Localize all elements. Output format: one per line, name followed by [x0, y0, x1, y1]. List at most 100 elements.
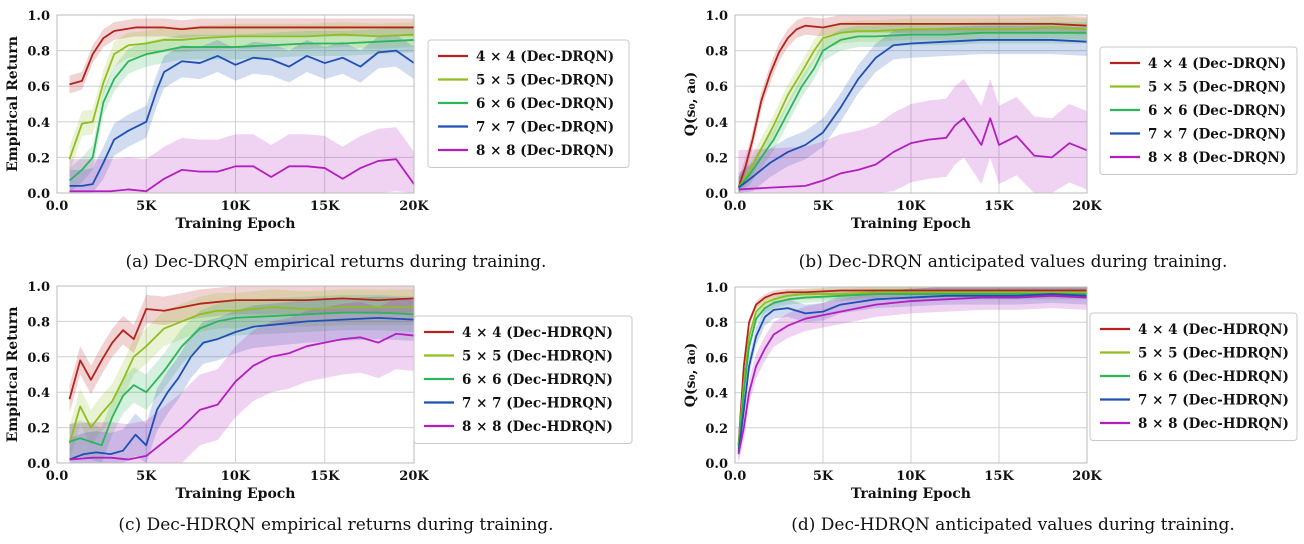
series-line: [68, 306, 414, 444]
chart-caption: (c) Dec-HDRQN empirical returns during t…: [118, 515, 553, 535]
legend-box: [413, 315, 633, 444]
x-tick-label: 20K: [1072, 199, 1102, 214]
legend-label: 6 × 6 (Dec-DRQN): [476, 96, 614, 112]
series-band: [69, 27, 415, 194]
y-tick-label: 0.0: [27, 187, 50, 202]
x-tick-label: 10K: [896, 469, 926, 484]
x-tick-label: 5K: [813, 469, 834, 484]
series-line: [737, 289, 1087, 446]
legend-label: 7 × 7 (Dec-DRQN): [1148, 127, 1286, 143]
y-tick-label: 0.6: [27, 80, 50, 95]
series-band: [69, 286, 415, 414]
series-line: [737, 26, 1088, 189]
y-tick-label: 0.4: [705, 116, 728, 131]
chart-caption: (a) Dec-DRQN empirical returns during tr…: [126, 252, 547, 272]
chart-4: 0.0 5K 10K 15K 20K 0.0 0.2 0.4 0.6 0.8 1.0 Training…: [683, 281, 1298, 535]
legend-label: 8 × 8 (Dec-HDRQN): [1138, 416, 1289, 432]
series-band: [69, 294, 415, 463]
y-tick-label: 0.6: [705, 351, 728, 366]
y-axis-label: Empirical Return: [5, 36, 21, 172]
series-line: [68, 297, 415, 400]
y-tick-label: 0.0: [27, 457, 50, 472]
series-line: [737, 293, 1087, 450]
legend-label: 7 × 7 (Dec-HDRQN): [462, 396, 613, 412]
legend-label: 5 × 5 (Dec-HDRQN): [462, 349, 613, 365]
x-axis-label: Training Epoch: [175, 216, 295, 232]
x-tick-label: 10K: [221, 199, 251, 214]
series-line: [737, 22, 1088, 188]
legend-label: 6 × 6 (Dec-HDRQN): [462, 372, 613, 388]
y-tick-label: 0.2: [705, 422, 728, 437]
legend-label: 5 × 5 (Dec-HDRQN): [1138, 346, 1289, 362]
x-axis-label: Training Epoch: [851, 216, 971, 232]
legend-label: 8 × 8 (Dec-HDRQN): [462, 419, 613, 435]
y-axis-label: Q(s₀, a₀): [683, 343, 699, 407]
x-tick-label: 5K: [813, 199, 834, 214]
legend-label: 8 × 8 (Dec-DRQN): [1148, 150, 1286, 166]
y-tick-label: 1.0: [705, 9, 728, 24]
series-line: [69, 332, 415, 461]
y-tick-label: 0.0: [705, 187, 728, 202]
y-tick-label: 0.8: [705, 45, 728, 60]
series-line: [737, 294, 1088, 455]
x-tick-label: 0.0: [46, 199, 69, 214]
series-line: [737, 31, 1087, 189]
y-tick-label: 0.8: [27, 315, 50, 330]
y-tick-label: 0.2: [27, 422, 50, 437]
legend-label: 4 × 4 (Dec-HDRQN): [462, 325, 613, 341]
series-band: [738, 287, 1087, 463]
x-tick-label: 10K: [221, 469, 251, 484]
y-tick-label: 0.6: [705, 80, 728, 95]
y-tick-label: 0.2: [705, 151, 728, 166]
plot-frame: [56, 14, 415, 194]
x-tick-label: 0.0: [724, 199, 747, 214]
series-line: [69, 158, 415, 193]
series-line: [69, 26, 414, 86]
chart-2: 0.0 5K 10K 15K 20K 0.0 0.2 0.4 0.6 0.8 1.0 Training…: [683, 9, 1298, 272]
y-tick-label: 0.4: [705, 387, 728, 402]
legend-label: 4 × 4 (Dec-HDRQN): [1138, 322, 1289, 338]
x-axis-label: Training Epoch: [175, 486, 295, 502]
y-tick-label: 0.4: [27, 116, 50, 131]
series-band: [738, 288, 1087, 455]
legend-label: 6 × 6 (Dec-DRQN): [1148, 103, 1286, 119]
series-line: [737, 291, 1087, 446]
y-tick-label: 0.4: [27, 386, 50, 401]
legend-label: 5 × 5 (Dec-DRQN): [476, 73, 614, 89]
y-tick-label: 1.0: [27, 9, 50, 24]
legend-label: 4 × 4 (Dec-DRQN): [476, 49, 614, 65]
legend-box: [1089, 312, 1298, 441]
plot-frame: [734, 14, 1088, 194]
series-line: [69, 49, 415, 187]
series-line: [737, 293, 1088, 453]
y-tick-label: 0.2: [27, 151, 50, 166]
x-tick-label: 0.0: [46, 469, 69, 484]
y-tick-label: 0.6: [27, 351, 50, 366]
series-line: [737, 39, 1088, 189]
x-tick-label: 10K: [896, 199, 926, 214]
series-line: [69, 311, 415, 447]
x-tick-label: 20K: [399, 199, 429, 214]
series-band: [69, 289, 415, 462]
y-axis-label: Empirical Return: [5, 307, 21, 443]
series-band: [69, 34, 415, 193]
series-line: [68, 39, 415, 182]
chart-1: 0.0 5K 10K 15K 20K 0.0 0.2 0.4 0.6 0.8 1.0 Training…: [5, 9, 630, 272]
x-tick-label: 15K: [310, 199, 340, 214]
x-tick-label: 15K: [984, 199, 1014, 214]
y-tick-label: 0.8: [705, 316, 728, 331]
chart-caption: (b) Dec-DRQN anticipated values during t…: [799, 252, 1228, 272]
y-tick-label: 1.0: [705, 281, 728, 296]
x-tick-label: 0.0: [724, 469, 747, 484]
chart-caption: (d) Dec-HDRQN anticipated values during …: [791, 515, 1235, 535]
legend-box: [427, 39, 630, 168]
y-tick-label: 0.0: [705, 457, 728, 472]
series-band: [69, 298, 415, 463]
x-tick-label: 15K: [310, 469, 340, 484]
series-line: [738, 117, 1088, 191]
legend-label: 6 × 6 (Dec-HDRQN): [1138, 369, 1289, 385]
series-band: [69, 127, 415, 193]
y-tick-label: 1.0: [27, 280, 50, 295]
series-band: [69, 296, 415, 463]
